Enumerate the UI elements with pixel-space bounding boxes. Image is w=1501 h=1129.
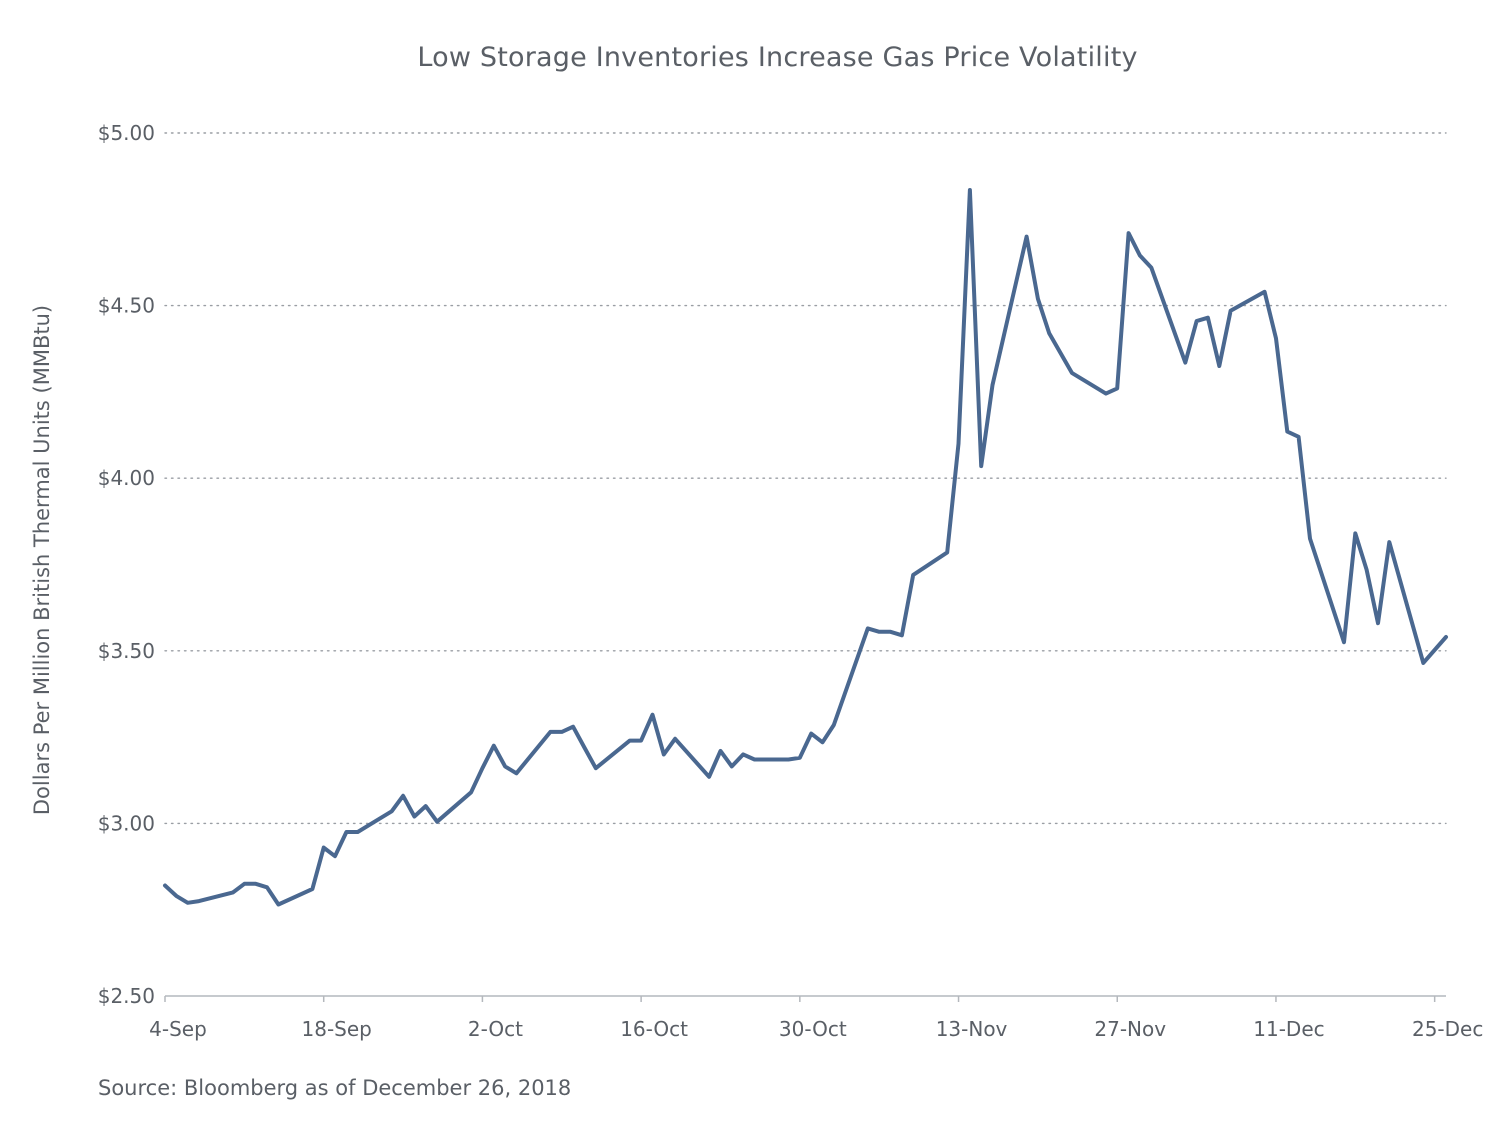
series-layer: [163, 188, 1448, 907]
source-note: Source: Bloomberg as of December 26, 201…: [98, 1076, 572, 1100]
x-tick-label: 30-Oct: [779, 1017, 847, 1041]
x-tick-label: 27-Nov: [1094, 1017, 1166, 1041]
x-axis-ticks: 4-Sep 18-Sep 2-Oct 16-Oct 30-Oct 13-Nov 27-Nov…: [149, 996, 1483, 1041]
y-tick-label: $4.00: [98, 466, 155, 490]
y-tick-label: $5.00: [98, 121, 155, 145]
x-tick-label: 16-Oct: [620, 1017, 688, 1041]
x-tick-label: 25-Dec: [1412, 1017, 1483, 1041]
x-tick-label: 2-Oct: [468, 1017, 523, 1041]
x-tick-label: 4-Sep: [149, 1017, 207, 1041]
series-line: [163, 188, 1448, 907]
y-tick-label: $3.50: [98, 639, 155, 663]
y-tick-label: $4.50: [98, 294, 155, 318]
chart-title: Low Storage Inventories Increase Gas Pri…: [417, 42, 1138, 73]
grid-layer: [164, 132, 1447, 825]
x-tick-label: 18-Sep: [302, 1017, 372, 1041]
x-tick-label: 13-Nov: [936, 1017, 1008, 1041]
y-tick-label: $2.50: [98, 984, 155, 1008]
y-tick-label: $3.00: [98, 811, 155, 835]
y-axis-ticks: $2.50 $3.00 $3.50 $4.00 $4.50 $5.00: [98, 121, 155, 1008]
x-tick-label: 11-Dec: [1253, 1017, 1324, 1041]
